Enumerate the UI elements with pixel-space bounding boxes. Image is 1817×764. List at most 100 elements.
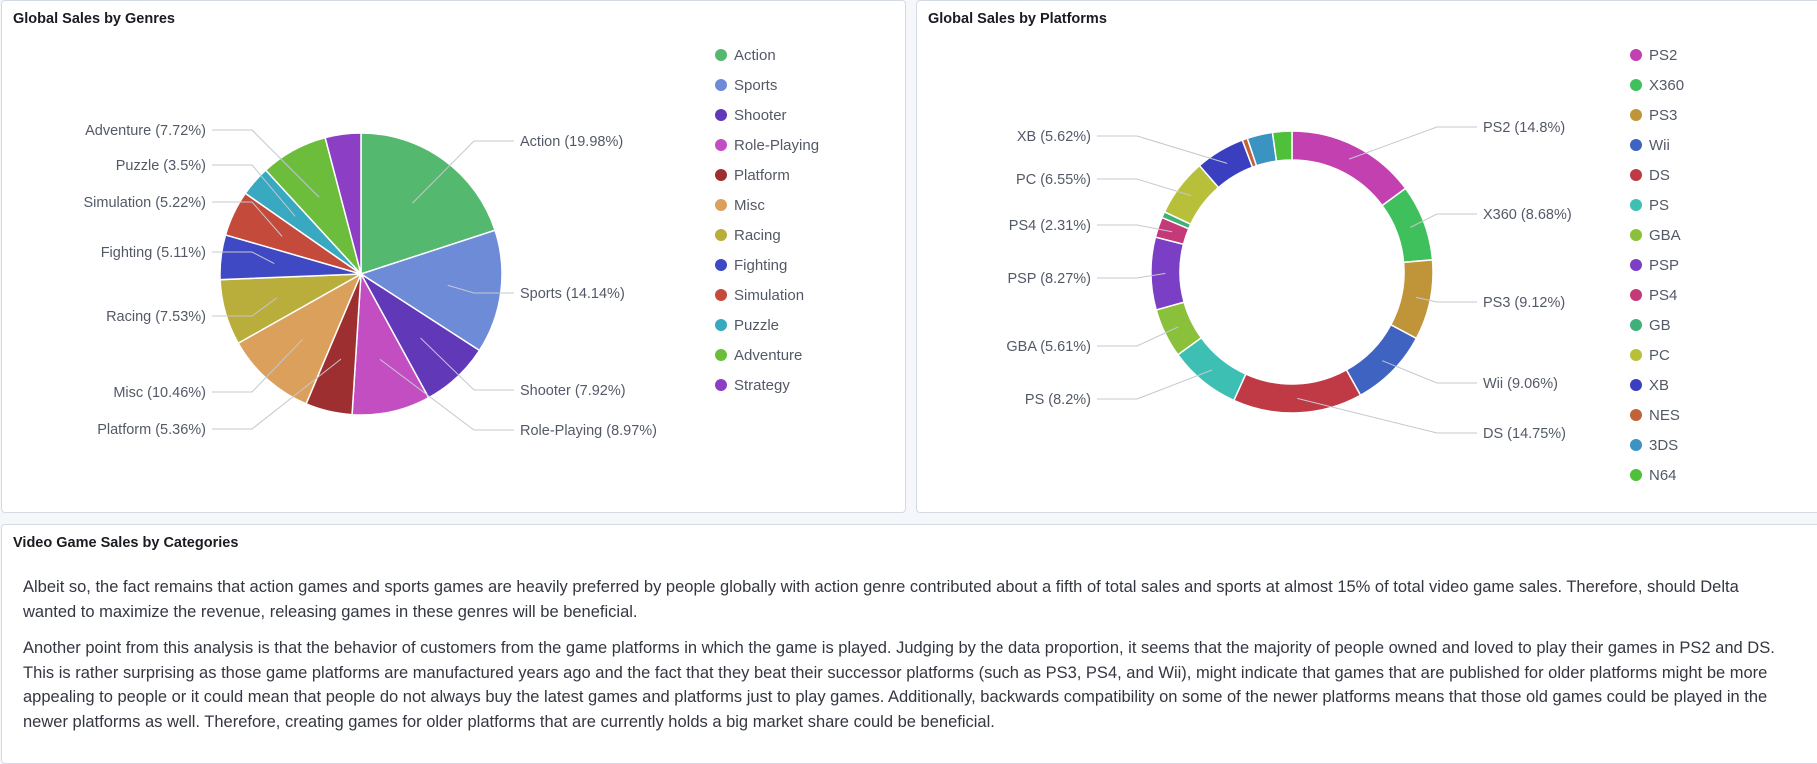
legend-item-fighting[interactable]: Fighting: [715, 257, 787, 274]
slice-label-ps4: PS4 (2.31%): [1009, 218, 1091, 234]
legend-swatch-strategy: [715, 379, 727, 391]
legend-item-x360[interactable]: X360: [1630, 77, 1684, 94]
legend-item-wii[interactable]: Wii: [1630, 137, 1670, 154]
legend-item-ds[interactable]: DS: [1630, 167, 1670, 184]
legend-label-ds: DS: [1649, 167, 1670, 184]
legend-item-psp[interactable]: PSP: [1630, 257, 1679, 274]
slice-label-sports: Sports (14.14%): [520, 286, 625, 302]
pie-slice-x360[interactable]: [1381, 187, 1434, 264]
legend-item-sports[interactable]: Sports: [715, 77, 777, 94]
slice-label-misc: Misc (10.46%): [113, 385, 206, 401]
legend-swatch-nes: [1630, 409, 1642, 421]
legend-item-ps[interactable]: PS: [1630, 197, 1669, 214]
pie-slice-wii[interactable]: [1345, 323, 1418, 397]
legend-label-sports: Sports: [734, 77, 777, 94]
slice-label-simulation: Simulation (5.22%): [84, 195, 207, 211]
slice-label-adventure: Adventure (7.72%): [85, 123, 206, 139]
legend-swatch-gba: [1630, 229, 1642, 241]
slice-label-x360: X360 (8.68%): [1483, 207, 1572, 223]
leader-line-racing: [212, 297, 278, 317]
slice-label-pc: PC (6.55%): [1016, 172, 1091, 188]
legend-swatch-ps3: [1630, 109, 1642, 121]
legend-item-strategy[interactable]: Strategy: [715, 377, 790, 394]
legend-item-gba[interactable]: GBA: [1630, 227, 1681, 244]
slice-label-xb: XB (5.62%): [1017, 129, 1091, 145]
legend-swatch-ds: [1630, 169, 1642, 181]
legend-label-misc: Misc: [734, 197, 765, 214]
legend-label-platform: Platform: [734, 167, 790, 184]
pie-slice-ps2[interactable]: [1291, 130, 1407, 207]
paragraph: Albeit so, the fact remains that action …: [23, 578, 1739, 621]
legend-label-adventure: Adventure: [734, 347, 802, 364]
legend-item-misc[interactable]: Misc: [715, 197, 765, 214]
legend-label-x360: X360: [1649, 77, 1684, 94]
slice-label-action: Action (19.98%): [520, 134, 623, 150]
legend-swatch-ps4: [1630, 289, 1642, 301]
legend-item-platform[interactable]: Platform: [715, 167, 790, 184]
pie-slice-strategy[interactable]: [324, 132, 362, 275]
legend-swatch-3ds: [1630, 439, 1642, 451]
legend-item-ps4[interactable]: PS4: [1630, 287, 1677, 304]
paragraph: Another point from this analysis is that…: [23, 639, 1775, 731]
legend-item-simulation[interactable]: Simulation: [715, 287, 804, 304]
slice-label-wii: Wii (9.06%): [1483, 376, 1558, 392]
leader-line-ps2: [1348, 126, 1477, 160]
legend-item-racing[interactable]: Racing: [715, 227, 781, 244]
pie-slice-role-playing[interactable]: [351, 271, 430, 416]
legend-label-pc: PC: [1649, 347, 1670, 364]
legend-swatch-gb: [1630, 319, 1642, 331]
slice-label-racing: Racing (7.53%): [106, 309, 206, 325]
legend-label-ps2: PS2: [1649, 47, 1677, 64]
legend-swatch-ps: [1630, 199, 1642, 211]
platforms-panel: Global Sales by Platforms PS2 (14.8%) X36…: [916, 0, 1817, 513]
pie-slice-n64[interactable]: [1271, 130, 1293, 162]
pie-slice-ds[interactable]: [1232, 368, 1362, 414]
legend-label-gba: GBA: [1649, 227, 1681, 244]
text-panel-title: Video Game Sales by Categories: [13, 535, 239, 551]
legend-item-shooter[interactable]: Shooter: [715, 107, 787, 124]
slice-label-ds: DS (14.75%): [1483, 426, 1566, 442]
leader-line-role-playing: [379, 358, 514, 431]
legend-label-puzzle: Puzzle: [734, 317, 779, 334]
pie-slice-ps3[interactable]: [1389, 259, 1434, 340]
legend-label-fighting: Fighting: [734, 257, 787, 274]
pie-slice-psp[interactable]: [1150, 236, 1186, 311]
pie-slice-sports[interactable]: [359, 229, 503, 352]
legend-swatch-adventure: [715, 349, 727, 361]
legend-label-ps3: PS3: [1649, 107, 1677, 124]
legend-item-action[interactable]: Action: [715, 47, 776, 64]
legend-item-role-playing[interactable]: Role-Playing: [715, 137, 819, 154]
legend-item-3ds[interactable]: 3DS: [1630, 437, 1678, 454]
legend-item-xb[interactable]: XB: [1630, 377, 1669, 394]
legend-swatch-x360: [1630, 79, 1642, 91]
legend-item-nes[interactable]: NES: [1630, 407, 1680, 424]
legend-swatch-ps2: [1630, 49, 1642, 61]
legend-item-ps3[interactable]: PS3: [1630, 107, 1677, 124]
leader-line-psp: [1097, 272, 1166, 279]
leader-line-simulation: [212, 201, 283, 237]
slice-label-gba: GBA (5.61%): [1006, 339, 1091, 355]
legend-item-pc[interactable]: PC: [1630, 347, 1670, 364]
legend-label-nes: NES: [1649, 407, 1680, 424]
leader-line-adventure: [212, 129, 320, 198]
leader-line-action: [411, 140, 514, 204]
legend-label-gb: GB: [1649, 317, 1671, 334]
legend-item-n64[interactable]: N64: [1630, 467, 1677, 484]
slice-label-psp: PSP (8.27%): [1007, 271, 1091, 287]
legend-label-shooter: Shooter: [734, 107, 787, 124]
pie-slice-misc[interactable]: [237, 272, 363, 405]
legend-label-wii: Wii: [1649, 137, 1670, 154]
legend-item-gb[interactable]: GB: [1630, 317, 1671, 334]
categories-text-panel: Video Game Sales by Categories Albeit so…: [1, 524, 1817, 764]
leader-line-puzzle: [212, 164, 296, 217]
legend-swatch-sports: [715, 79, 727, 91]
pie-slice-action[interactable]: [360, 132, 496, 276]
legend-item-ps2[interactable]: PS2: [1630, 47, 1677, 64]
leader-line-platform: [212, 358, 342, 430]
platforms-donut-chart: PS2 (14.8%) X360 (8.68%) PS3 (9.12%) Wii (9…: [1006, 47, 1684, 484]
leader-line-ps: [1097, 369, 1213, 400]
leader-line-gba: [1097, 326, 1179, 347]
legend-swatch-fighting: [715, 259, 727, 271]
legend-item-puzzle[interactable]: Puzzle: [715, 317, 779, 334]
legend-item-adventure[interactable]: Adventure: [715, 347, 802, 364]
